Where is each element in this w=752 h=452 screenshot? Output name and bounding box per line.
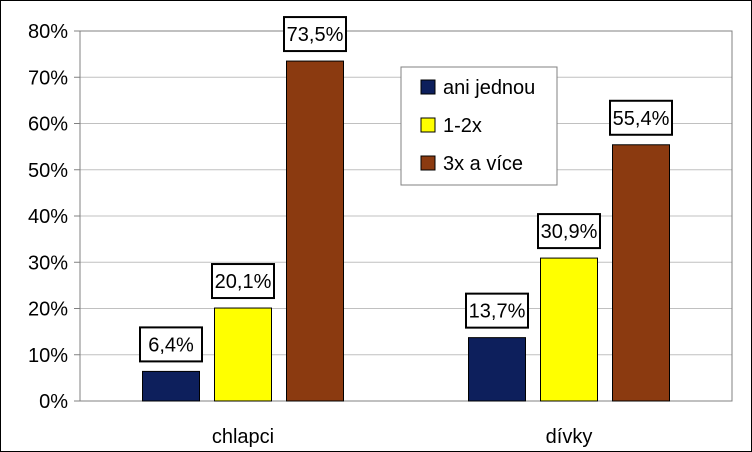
bar [286, 60, 344, 402]
y-tick-label: 0% [39, 391, 68, 413]
data-label-box [537, 213, 601, 250]
data-label: 73,5% [287, 24, 344, 46]
y-tick-label: 70% [28, 67, 68, 89]
data-label-box [283, 16, 347, 53]
legend-swatch [420, 117, 436, 133]
legend-label: 3x a více [443, 153, 523, 175]
data-label-box [139, 326, 203, 363]
bar [142, 370, 200, 402]
y-tick-label: 30% [28, 252, 68, 274]
legend-swatch [420, 155, 436, 171]
data-label: 6,4% [148, 334, 194, 356]
bars [142, 60, 670, 402]
y-tick-label: 40% [28, 206, 68, 228]
data-label-box [609, 99, 673, 136]
data-label: 20,1% [215, 271, 272, 293]
x-tick-label: chlapci [212, 426, 274, 448]
bar [612, 144, 670, 402]
plot-area [79, 30, 733, 402]
y-tick-label: 50% [28, 160, 68, 182]
legend-swatch [420, 79, 436, 95]
x-tick-label: dívky [546, 426, 593, 448]
legend-label: 1-2x [443, 115, 482, 137]
bar [540, 257, 598, 402]
data-label-box [465, 292, 529, 329]
data-label: 30,9% [541, 221, 598, 243]
y-tick-label: 20% [28, 299, 68, 321]
y-tick-label: 60% [28, 114, 68, 136]
bar [214, 307, 272, 402]
legend-label: ani jednou [443, 77, 535, 99]
data-label: 55,4% [613, 108, 670, 130]
bar [468, 337, 526, 402]
y-tick-label: 10% [28, 345, 68, 367]
y-tick-label: 80% [28, 21, 68, 43]
axes: 0% 10% 20% 30% 40% 50% 60% 70% 80% chlapci dívky [28, 21, 733, 448]
legend: ani jednou 1-2x 3x a více [400, 66, 558, 186]
data-label-box [211, 263, 275, 300]
data-label: 13,7% [469, 301, 526, 323]
data-labels: 6,4% 20,1% 73,5% 13,7% 30,9% 55,4% [139, 16, 673, 363]
